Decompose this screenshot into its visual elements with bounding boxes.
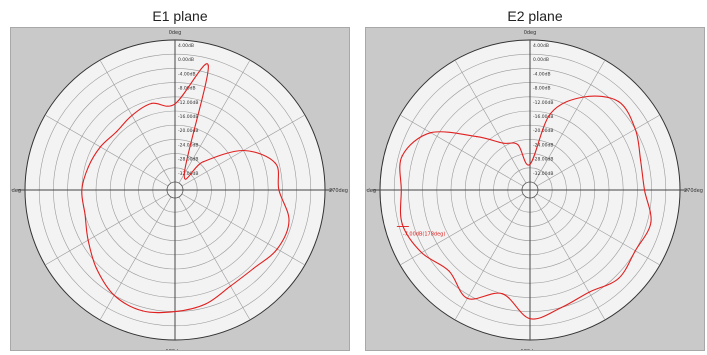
radial-tick-label: -20.00dB bbox=[178, 128, 198, 134]
pattern-data-point bbox=[87, 239, 89, 241]
polar-spoke bbox=[99, 59, 172, 184]
e1-plot-frame: 4.00dB 0.00dB -4.00dB -8.00dB -12.00dB -16.00… bbox=[5, 27, 350, 355]
pattern-data-point bbox=[502, 142, 504, 144]
pattern-data-point bbox=[151, 102, 153, 105]
pattern-data-point bbox=[583, 96, 585, 98]
pattern-data-point bbox=[617, 100, 620, 103]
radial-tick-label: -28.00dB bbox=[178, 157, 198, 163]
angle-label: 180deg bbox=[166, 349, 185, 350]
e2-plane-title: E2 plane bbox=[507, 8, 563, 24]
radial-tick-label: 0.00dB bbox=[178, 57, 194, 63]
pattern-data-point bbox=[288, 219, 290, 222]
polar-spoke bbox=[399, 114, 524, 187]
polar-spoke bbox=[399, 193, 524, 266]
radial-tick-label: 4.00dB bbox=[533, 43, 549, 49]
pattern-data-point bbox=[252, 267, 255, 270]
pattern-data-point bbox=[588, 291, 590, 293]
polar-spoke bbox=[536, 114, 661, 187]
pattern-data-point bbox=[421, 251, 423, 254]
radial-tick-label: -4.00dB bbox=[533, 71, 551, 77]
radial-tick-label: 0.00dB bbox=[533, 57, 549, 63]
radial-tick-label: -24.00dB bbox=[533, 142, 553, 148]
pattern-data-point bbox=[99, 146, 102, 148]
radial-tick-label: -20.00dB bbox=[533, 128, 553, 134]
pattern-data-point bbox=[174, 103, 176, 105]
pattern-data-point bbox=[650, 221, 652, 223]
radial-tick-label: -32.00dB bbox=[533, 171, 553, 177]
polar-spoke bbox=[536, 193, 661, 266]
pattern-data-point bbox=[400, 189, 402, 191]
pattern-data-point bbox=[448, 270, 450, 272]
pattern-data-point bbox=[204, 303, 207, 305]
angle-label: 270deg bbox=[329, 188, 348, 194]
polar-spoke bbox=[181, 193, 306, 266]
pattern-data-point bbox=[202, 161, 204, 163]
pattern-data-point bbox=[113, 294, 115, 296]
pattern-data-point bbox=[401, 223, 403, 225]
pattern-data-point bbox=[430, 132, 432, 134]
pattern-data-point bbox=[560, 306, 563, 309]
pattern-data-point bbox=[643, 189, 646, 191]
pattern-data-point bbox=[476, 136, 478, 138]
e1-polar-chart: 4.00dB0.00dB-4.00dB-8.00dB-12.00dB-16.00… bbox=[5, 30, 348, 355]
polar-spoke bbox=[44, 114, 169, 187]
pattern-data-point bbox=[639, 159, 642, 161]
radial-tick-label: -8.00dB bbox=[533, 86, 551, 92]
pattern-data-point bbox=[142, 310, 144, 312]
pattern-data-point bbox=[81, 189, 83, 191]
radial-tick-label: -12.00dB bbox=[178, 100, 198, 106]
angle-label: 0deg bbox=[169, 30, 182, 36]
e1-plane-title: E1 plane bbox=[152, 8, 208, 24]
pattern-data-point bbox=[501, 293, 503, 295]
pattern-data-point bbox=[278, 189, 280, 191]
radial-tick-label: -12.00dB bbox=[533, 100, 553, 106]
radial-tick-label: 4.00dB bbox=[178, 43, 194, 49]
pattern-data-point bbox=[466, 297, 469, 299]
angle-label: 180deg bbox=[521, 349, 540, 350]
e2-plot-frame: 4.00dB 0.00dB -4.00dB -8.00dB -12.00dB -16.00… bbox=[360, 27, 705, 355]
polar-spoke bbox=[44, 193, 169, 266]
radial-tick-label: -16.00dB bbox=[178, 114, 198, 120]
angle-label: 90deg bbox=[366, 188, 376, 194]
polar-spoke bbox=[454, 196, 527, 321]
radial-tick-label: -24.00dB bbox=[178, 142, 198, 148]
radial-tick-label: -32.00dB bbox=[178, 171, 198, 177]
pattern-data-point bbox=[634, 250, 636, 252]
pattern-data-point bbox=[95, 267, 98, 270]
angle-label: 0deg bbox=[524, 30, 537, 36]
annotation-label: -7.00dB(178deg) bbox=[403, 231, 445, 237]
polar-spoke bbox=[533, 59, 606, 184]
pattern-data-point bbox=[617, 277, 620, 280]
pattern-data-point bbox=[84, 213, 86, 215]
angle-label: 90deg bbox=[11, 188, 21, 194]
polar-spoke bbox=[178, 196, 251, 321]
pattern-data-point bbox=[116, 131, 118, 133]
e2-plane-panel: E2 plane 4.00dB 0.00dB -4.00dB -8.00dB -12.0… bbox=[360, 0, 705, 355]
polar-spoke bbox=[454, 59, 527, 184]
radial-tick-label: -16.00dB bbox=[533, 114, 553, 120]
pattern-data-point bbox=[242, 149, 245, 152]
pattern-data-point bbox=[87, 166, 90, 168]
pattern-data-point bbox=[274, 162, 276, 164]
polar-spoke bbox=[533, 196, 606, 321]
pattern-data-point bbox=[207, 65, 209, 67]
pattern-data-point bbox=[401, 155, 403, 157]
pattern-data-point bbox=[174, 311, 176, 313]
polar-spoke bbox=[99, 196, 172, 321]
polar-spoke bbox=[178, 59, 251, 184]
pattern-data-point bbox=[634, 128, 636, 130]
e1-plane-panel: E1 plane 4.00dB 0.00dB -4.00dB -8.00dB -12.0… bbox=[5, 0, 350, 355]
e2-polar-chart: 4.00dB 0.00dB -4.00dB -8.00dB -12.00dB -16.00… bbox=[360, 30, 703, 355]
radial-tick-label: -4.00dB bbox=[178, 71, 196, 77]
pattern-data-point bbox=[529, 163, 531, 165]
pattern-data-point bbox=[131, 114, 133, 117]
pattern-data-point bbox=[276, 248, 278, 250]
pattern-data-point bbox=[529, 318, 531, 320]
pattern-data-point bbox=[517, 143, 519, 146]
angle-label: 270deg bbox=[684, 188, 703, 194]
pattern-data-point bbox=[183, 173, 185, 175]
radial-tick-label: -28.00dB bbox=[533, 157, 553, 163]
pattern-data-point bbox=[549, 113, 552, 115]
pattern-data-point bbox=[229, 285, 232, 287]
